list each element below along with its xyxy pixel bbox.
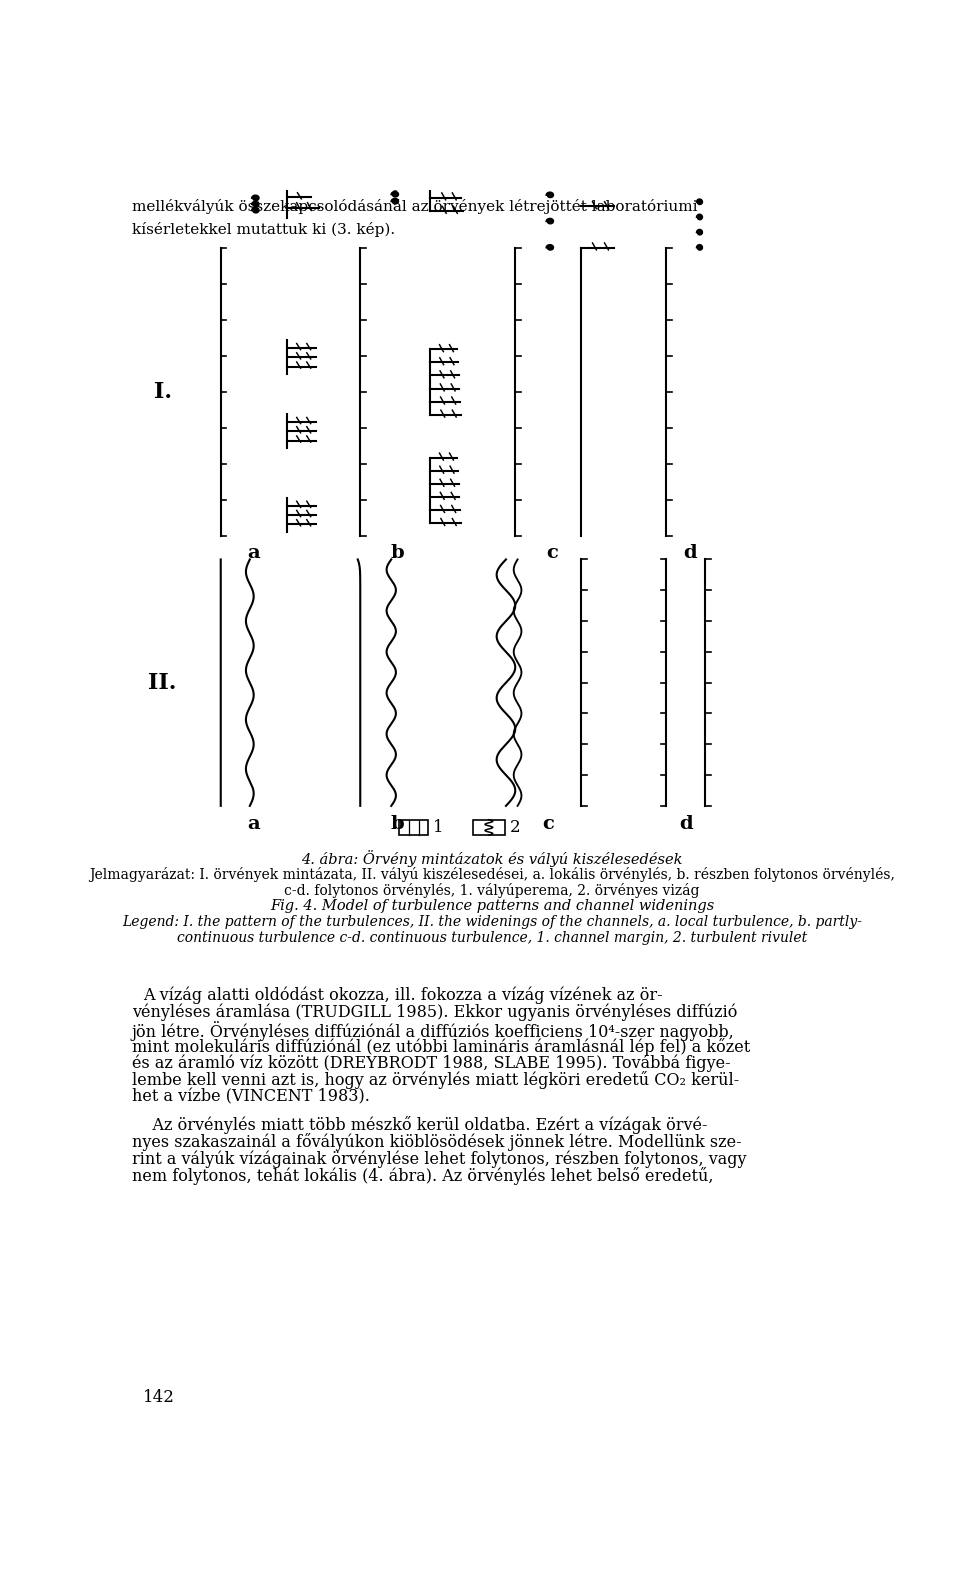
Text: b: b [391,544,404,562]
Text: kísérletekkel mutattuk ki (3. kép).: kísérletekkel mutattuk ki (3. kép). [132,221,395,237]
Text: c: c [542,815,555,834]
Text: Jelmagyarázat: I. örvények mintázata, II. vályú kiszélesedései, a. lokális örvén: Jelmagyarázat: I. örvények mintázata, II… [89,867,895,881]
Text: lembe kell venni azt is, hogy az örvénylés miatt légköri eredetű CO₂ kerül-: lembe kell venni azt is, hogy az örvényl… [132,1071,739,1090]
Text: 2: 2 [510,819,520,835]
Text: a: a [248,544,260,562]
Text: A vízág alatti oldódást okozza, ill. fokozza a vízág vízének az ör-: A vízág alatti oldódást okozza, ill. fok… [143,987,662,1005]
Text: mellékvályúk összekapcsolódásánál az örvények létrejöttét laboratóriumi: mellékvályúk összekapcsolódásánál az örv… [132,199,697,214]
Text: II.: II. [149,672,177,693]
Text: b: b [391,815,404,834]
Bar [472,819,505,835]
Text: vényléses áramlása (TRUDGILL 1985). Ekkor ugyanis örvényléses diffúzió: vényléses áramlása (TRUDGILL 1985). Ekko… [132,1003,737,1022]
Text: mint molekuláris diffúziónál (ez utóbbi lamináris áramlásnál lép fel) a kőzet: mint molekuláris diffúziónál (ez utóbbi … [132,1038,750,1055]
Text: Fig. 4. Model of turbulence patterns and channel widenings: Fig. 4. Model of turbulence patterns and… [270,899,714,913]
Bar [399,819,428,835]
Text: d: d [683,544,696,562]
Text: het a vízbe (VINCENT 1983).: het a vízbe (VINCENT 1983). [132,1088,370,1106]
Text: I.: I. [154,381,172,403]
Text: c: c [546,544,559,562]
Text: 142: 142 [143,1389,175,1406]
Text: 4. ábra: Örvény mintázatok és vályú kiszélesedések: 4. ábra: Örvény mintázatok és vályú kisz… [301,851,683,867]
Text: 1: 1 [433,819,444,835]
Text: nyes szakaszainál a fővályúkon kiöblösödések jönnek létre. Modellünk sze-: nyes szakaszainál a fővályúkon kiöblösöd… [132,1133,741,1152]
Text: nem folytonos, tehát lokális (4. ábra). Az örvénylés lehet belső eredetű,: nem folytonos, tehát lokális (4. ábra). … [132,1168,713,1185]
Text: jön létre. Örvényléses diffúziónál a diffúziós koefficiens 10⁴-szer nagyobb,: jön létre. Örvényléses diffúziónál a dif… [132,1020,734,1041]
Text: Legend: I. the pattern of the turbulences, II. the widenings of the channels, a.: Legend: I. the pattern of the turbulence… [122,914,862,929]
Text: és az áramló víz között (DREYBRODT 1988, SLABE 1995). Továbbá figye-: és az áramló víz között (DREYBRODT 1988,… [132,1055,731,1073]
Text: d: d [679,815,692,834]
Text: c-d. folytonos örvénylés, 1. vályúperema, 2. örvényes vizág: c-d. folytonos örvénylés, 1. vályúperema… [284,883,700,899]
Text: a: a [248,815,260,834]
Text: Az örvénylés miatt több mészkő kerül oldatba. Ezért a vízágak örvé-: Az örvénylés miatt több mészkő kerül old… [132,1117,708,1134]
Text: continuous turbulence c-d. continuous turbulence, 1. channel margin, 2. turbulen: continuous turbulence c-d. continuous tu… [177,932,807,946]
Text: rint a vályúk vízágainak örvénylése lehet folytonos, részben folytonos, vagy: rint a vályúk vízágainak örvénylése lehe… [132,1150,746,1168]
